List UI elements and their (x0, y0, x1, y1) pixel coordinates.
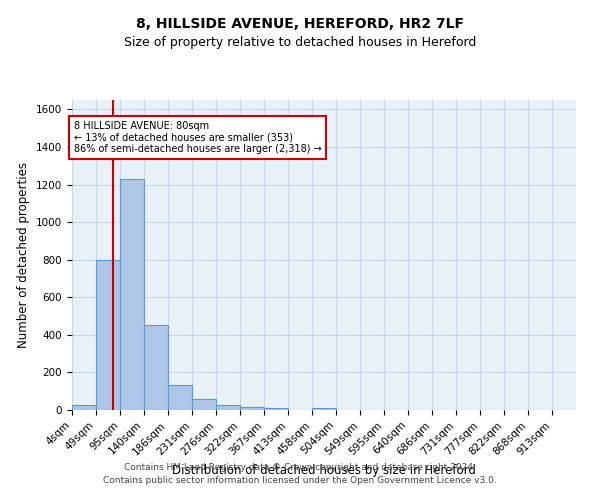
Bar (96, 260, 120, 410)
Y-axis label: Number of detached properties: Number of detached properties (17, 162, 31, 348)
Text: Contains public sector information licensed under the Open Government Licence v3: Contains public sector information licen… (103, 476, 497, 485)
Text: Size of property relative to detached houses in Hereford: Size of property relative to detached ho… (124, 36, 476, 49)
Bar (312, 408, 336, 410)
Bar (72, 406, 96, 410)
Bar (216, 406, 240, 410)
Text: 8, HILLSIDE AVENUE, HEREFORD, HR2 7LF: 8, HILLSIDE AVENUE, HEREFORD, HR2 7LF (136, 18, 464, 32)
Bar (192, 400, 216, 410)
Bar (240, 407, 264, 410)
Text: 8 HILLSIDE AVENUE: 80sqm
← 13% of detached houses are smaller (353)
86% of semi-: 8 HILLSIDE AVENUE: 80sqm ← 13% of detach… (74, 120, 322, 154)
Bar (168, 384, 192, 410)
Bar (264, 408, 288, 410)
X-axis label: Distribution of detached houses by size in Hereford: Distribution of detached houses by size … (172, 464, 476, 476)
Text: Contains HM Land Registry data © Crown copyright and database right 2024.: Contains HM Land Registry data © Crown c… (124, 464, 476, 472)
Bar (144, 326, 168, 410)
Bar (120, 179, 144, 410)
